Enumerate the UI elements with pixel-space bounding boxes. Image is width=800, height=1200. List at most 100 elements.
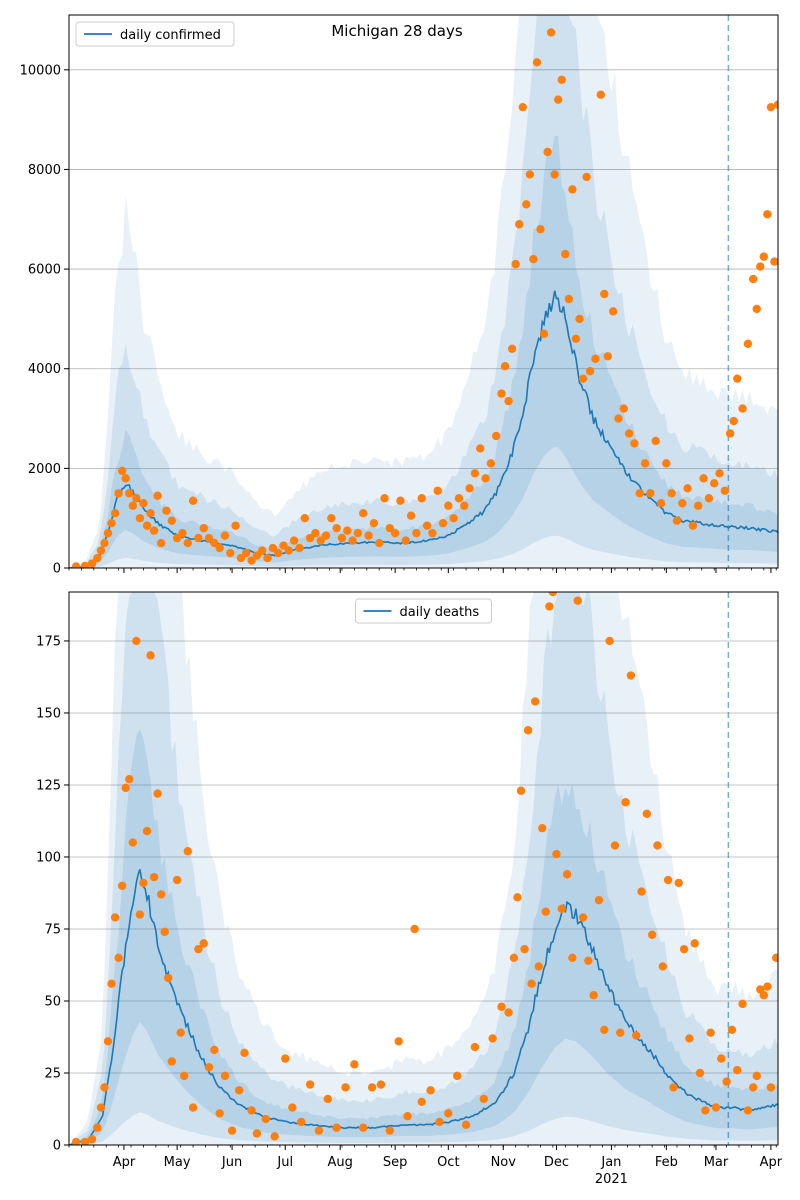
data-point [674,878,683,888]
data-point [149,526,159,535]
x-tick-label: Apr [113,1155,136,1170]
data-point [743,1106,753,1115]
data-point [452,1071,462,1081]
data-point [132,636,141,646]
data-point [679,944,689,954]
uncertainty-bands [69,15,778,568]
data-point [226,548,235,558]
data-point [663,875,673,885]
data-point [284,546,293,555]
data-point [619,404,628,413]
data-point [539,329,549,339]
data-point [178,528,187,538]
data-point [289,536,299,545]
data-point [311,528,320,538]
uncertainty-band [69,136,778,568]
data-point [210,538,219,548]
data-point [578,913,588,922]
series-line-daily-deaths [69,869,778,1145]
data-point [500,362,510,371]
data-point [481,474,490,483]
data-point [529,254,538,264]
data-point [87,1135,97,1144]
data-point [142,826,152,836]
data-point [614,414,623,423]
legend: daily confirmed [75,21,235,47]
data-point [183,538,192,548]
data-point [107,979,116,988]
data-point [662,459,671,468]
data-point [545,602,554,611]
y-tick-label: 25 [44,1066,61,1081]
data-point [183,847,192,856]
data-point [688,521,698,530]
legend-box [355,598,492,624]
data-point [121,474,130,483]
data-point [635,489,644,498]
data-point [273,548,283,558]
data-point [534,962,543,971]
data-point [110,508,120,518]
data-point [527,979,536,988]
data-point [93,553,102,563]
data-point [621,798,630,807]
data-point [515,220,524,229]
data-point [156,890,166,899]
data-point [720,486,730,495]
data-point [87,559,97,568]
data-point [562,870,572,879]
data-point [564,294,574,304]
data-point [766,1083,776,1092]
data-point [270,1132,279,1141]
data-point [725,429,735,438]
data-point [672,516,682,525]
data-point [236,553,246,563]
data-point [550,170,559,179]
data-point [240,1048,249,1058]
x-year-label: 2021 [595,1172,628,1187]
data-point [568,953,577,962]
data-point [142,521,152,530]
data-point [504,396,513,406]
data-point [194,533,203,543]
data-point [227,1126,237,1135]
data-point [263,553,272,563]
data-point [247,1106,256,1115]
data-point [557,904,566,914]
data-point [114,953,123,962]
x-tick-label: Oct [437,1155,459,1170]
data-point [694,501,703,510]
data-point [146,508,155,518]
data-point [135,910,145,919]
data-point [385,1126,395,1135]
data-point [733,374,742,383]
data-point [709,479,719,488]
data-point [125,775,134,784]
data-point [536,225,545,234]
data-point [632,1031,641,1040]
legend-label: daily deaths [400,605,480,620]
x-tick-label: Jan [600,1155,621,1170]
data-point [234,1086,244,1095]
y-tick-label: 2000 [28,462,61,477]
data-point [107,518,116,528]
data-point [117,466,127,476]
data-point [497,389,506,398]
uncertainty-band [69,592,778,1145]
data-point [215,1109,224,1118]
data-point [763,210,772,219]
data-point [488,1034,497,1043]
data-point [701,1106,710,1115]
x-tick-label: Mar [704,1155,729,1170]
data-point [412,528,421,538]
data-point [417,1097,426,1106]
data-point [428,528,437,538]
data-point [121,783,130,793]
data-point [695,1068,705,1078]
data-point [766,102,776,112]
data-point [476,444,485,453]
data-point [554,95,563,104]
data-point [153,789,162,798]
y-tick-label: 8000 [28,163,61,178]
data-point [199,939,208,948]
